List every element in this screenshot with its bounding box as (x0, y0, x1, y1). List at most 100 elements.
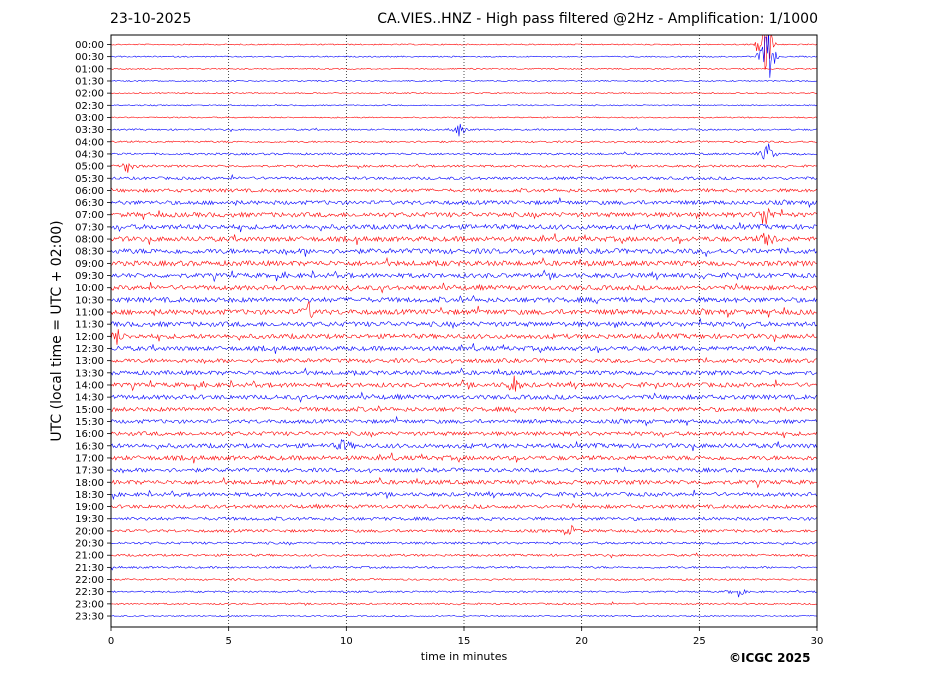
trace-11:30 (111, 318, 817, 330)
trace-05:00 (111, 162, 817, 173)
trace-03:30 (111, 123, 817, 137)
x-tick-label: 15 (458, 636, 471, 647)
trace-15:00 (111, 405, 817, 414)
x-tick-label: 5 (225, 636, 231, 647)
y-tick-label: 06:00 (75, 186, 104, 197)
trace-07:00 (111, 207, 817, 225)
y-tick-label: 03:00 (75, 113, 104, 124)
trace-05:30 (111, 173, 817, 181)
trace-01:00 (111, 67, 817, 70)
trace-09:30 (111, 269, 817, 283)
y-tick-label: 16:30 (75, 441, 104, 452)
y-tick-label: 02:00 (75, 89, 104, 100)
trace-20:00 (111, 524, 817, 536)
y-tick-label: 03:30 (75, 125, 104, 136)
trace-14:00 (111, 375, 817, 392)
y-tick-label: 15:30 (75, 417, 104, 428)
y-tick-label: 19:00 (75, 502, 104, 513)
y-tick-label: 14:30 (75, 393, 104, 404)
y-tick-label: 18:30 (75, 490, 104, 501)
trace-06:00 (111, 186, 817, 193)
y-tick-label: 01:30 (75, 76, 104, 87)
trace-10:30 (111, 295, 817, 305)
trace-12:00 (111, 329, 817, 345)
x-tick-label: 0 (108, 636, 114, 647)
y-tick-label: 07:00 (75, 210, 104, 221)
x-tick-label: 25 (693, 636, 706, 647)
trace-08:00 (111, 232, 817, 246)
y-tick-label: 12:00 (75, 332, 104, 343)
y-tick-label: 04:00 (75, 137, 104, 148)
trace-01:30 (111, 79, 817, 83)
y-tick-label: 21:30 (75, 563, 104, 574)
trace-17:00 (111, 452, 817, 464)
date-label: 23-10-2025 (110, 11, 192, 27)
trace-21:30 (111, 564, 817, 571)
y-tick-label: 04:30 (75, 149, 104, 160)
y-tick-label: 18:00 (75, 478, 104, 489)
y-tick-label: 11:00 (75, 308, 104, 319)
x-tick-label: 30 (811, 636, 824, 647)
trace-17:30 (111, 466, 817, 474)
trace-14:30 (111, 391, 817, 403)
trace-13:30 (111, 367, 817, 377)
y-tick-label: 13:30 (75, 368, 104, 379)
y-tick-label: 07:30 (75, 222, 104, 233)
trace-22:00 (111, 578, 817, 582)
x-tick-label: 20 (575, 636, 588, 647)
y-tick-label: 11:30 (75, 320, 104, 331)
trace-23:30 (111, 614, 817, 618)
y-tick-label: 21:00 (75, 551, 104, 562)
y-tick-label: 23:30 (75, 612, 104, 623)
trace-19:30 (111, 516, 817, 522)
x-tick-label: 10 (340, 636, 353, 647)
y-tick-label: 22:00 (75, 575, 104, 586)
trace-15:30 (111, 415, 817, 427)
trace-00:00 (111, 35, 817, 70)
y-tick-label: 20:00 (75, 526, 104, 537)
y-tick-label: 22:30 (75, 587, 104, 598)
y-tick-label: 12:30 (75, 344, 104, 355)
y-tick-label: 15:00 (75, 405, 104, 416)
y-tick-label: 02:30 (75, 101, 104, 112)
y-tick-label: 08:30 (75, 247, 104, 258)
trace-13:00 (111, 356, 817, 365)
trace-10:00 (111, 282, 817, 294)
y-tick-label: 20:30 (75, 539, 104, 550)
trace-22:30 (111, 588, 817, 598)
copyright-credit: ©ICGC 2025 (729, 651, 811, 665)
y-tick-label: 16:00 (75, 429, 104, 440)
y-tick-label: 13:00 (75, 356, 104, 367)
trace-18:30 (111, 489, 817, 501)
plot-frame (110, 34, 818, 628)
x-axis-label: time in minutes (420, 650, 508, 663)
y-tick-label: 09:00 (75, 259, 104, 270)
trace-16:30 (111, 438, 817, 452)
trace-18:00 (111, 476, 817, 489)
trace-04:30 (111, 143, 817, 160)
trace-21:00 (111, 552, 817, 559)
trace-11:00 (111, 301, 817, 319)
y-tick-label: 01:00 (75, 64, 104, 75)
y-tick-label: 10:00 (75, 283, 104, 294)
y-tick-label: 23:00 (75, 599, 104, 610)
trace-04:00 (111, 140, 817, 144)
trace-09:00 (111, 256, 817, 267)
y-tick-label: 14:00 (75, 380, 104, 391)
trace-08:30 (111, 247, 817, 257)
chart-title: CA.VIES..HNZ - High pass filtered @2Hz -… (377, 11, 818, 27)
y-tick-label: 05:30 (75, 174, 104, 185)
y-tick-label: 17:30 (75, 466, 104, 477)
trace-06:30 (111, 197, 817, 209)
y-tick-label: 19:30 (75, 514, 104, 525)
trace-16:00 (111, 430, 817, 439)
trace-12:30 (111, 343, 817, 354)
trace-20:30 (111, 541, 817, 546)
y-tick-label: 00:00 (75, 40, 104, 51)
y-tick-label: 05:00 (75, 162, 104, 173)
trace-23:00 (111, 601, 817, 606)
y-tick-label: 17:00 (75, 453, 104, 464)
trace-02:30 (111, 104, 817, 107)
y-tick-label: 09:30 (75, 271, 104, 282)
trace-00:30 (111, 35, 817, 78)
